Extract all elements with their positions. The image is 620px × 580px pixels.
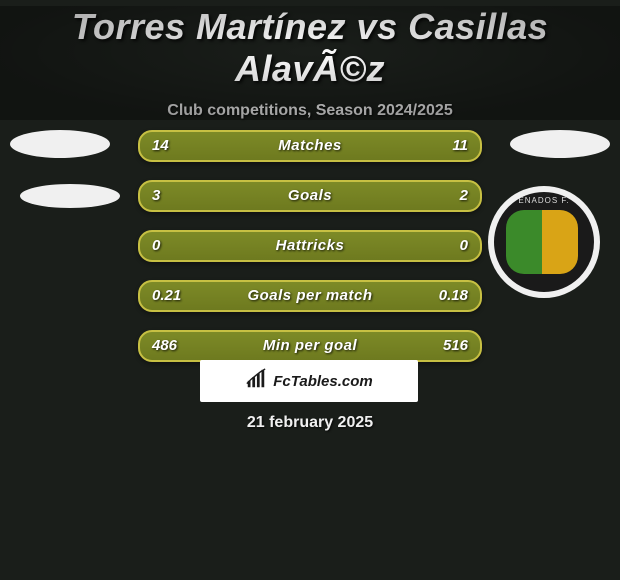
brand-box: FcTables.com	[200, 360, 418, 402]
stat-right-value: 516	[443, 332, 468, 360]
stat-label: Matches	[140, 132, 480, 160]
stat-row: 486 Min per goal 516	[138, 330, 482, 362]
stat-row: 0 Hattricks 0	[138, 230, 482, 262]
stat-right-value: 0	[460, 232, 468, 260]
stat-right-value: 0.18	[439, 282, 468, 310]
player-right-photo-placeholder	[510, 130, 610, 158]
stat-label: Goals per match	[140, 282, 480, 310]
stat-label: Hattricks	[140, 232, 480, 260]
stat-right-value: 11	[452, 132, 468, 160]
stat-row: 0.21 Goals per match 0.18	[138, 280, 482, 312]
infographic-date: 21 february 2025	[0, 414, 620, 432]
stat-bars: 14 Matches 11 3 Goals 2 0 Hattricks 0 0.…	[138, 130, 482, 380]
player-left-photo-placeholder	[10, 130, 110, 158]
stat-label: Goals	[140, 182, 480, 210]
page-subtitle: Club competitions, Season 2024/2025	[0, 102, 620, 120]
stat-right-value: 2	[460, 182, 468, 210]
badge-arc-text: ENADOS F.	[494, 196, 594, 205]
brand-text: FcTables.com	[273, 373, 372, 390]
bar-chart-icon	[245, 368, 267, 395]
player-right-club-badge: ENADOS F.	[488, 186, 600, 298]
badge-right-half	[542, 210, 578, 274]
stat-row: 3 Goals 2	[138, 180, 482, 212]
stat-label: Min per goal	[140, 332, 480, 360]
stat-row: 14 Matches 11	[138, 130, 482, 162]
page-title: Torres Martínez vs Casillas AlavÃ©z	[0, 6, 620, 90]
player-left-club-placeholder	[20, 184, 120, 208]
badge-left-half	[506, 210, 542, 274]
